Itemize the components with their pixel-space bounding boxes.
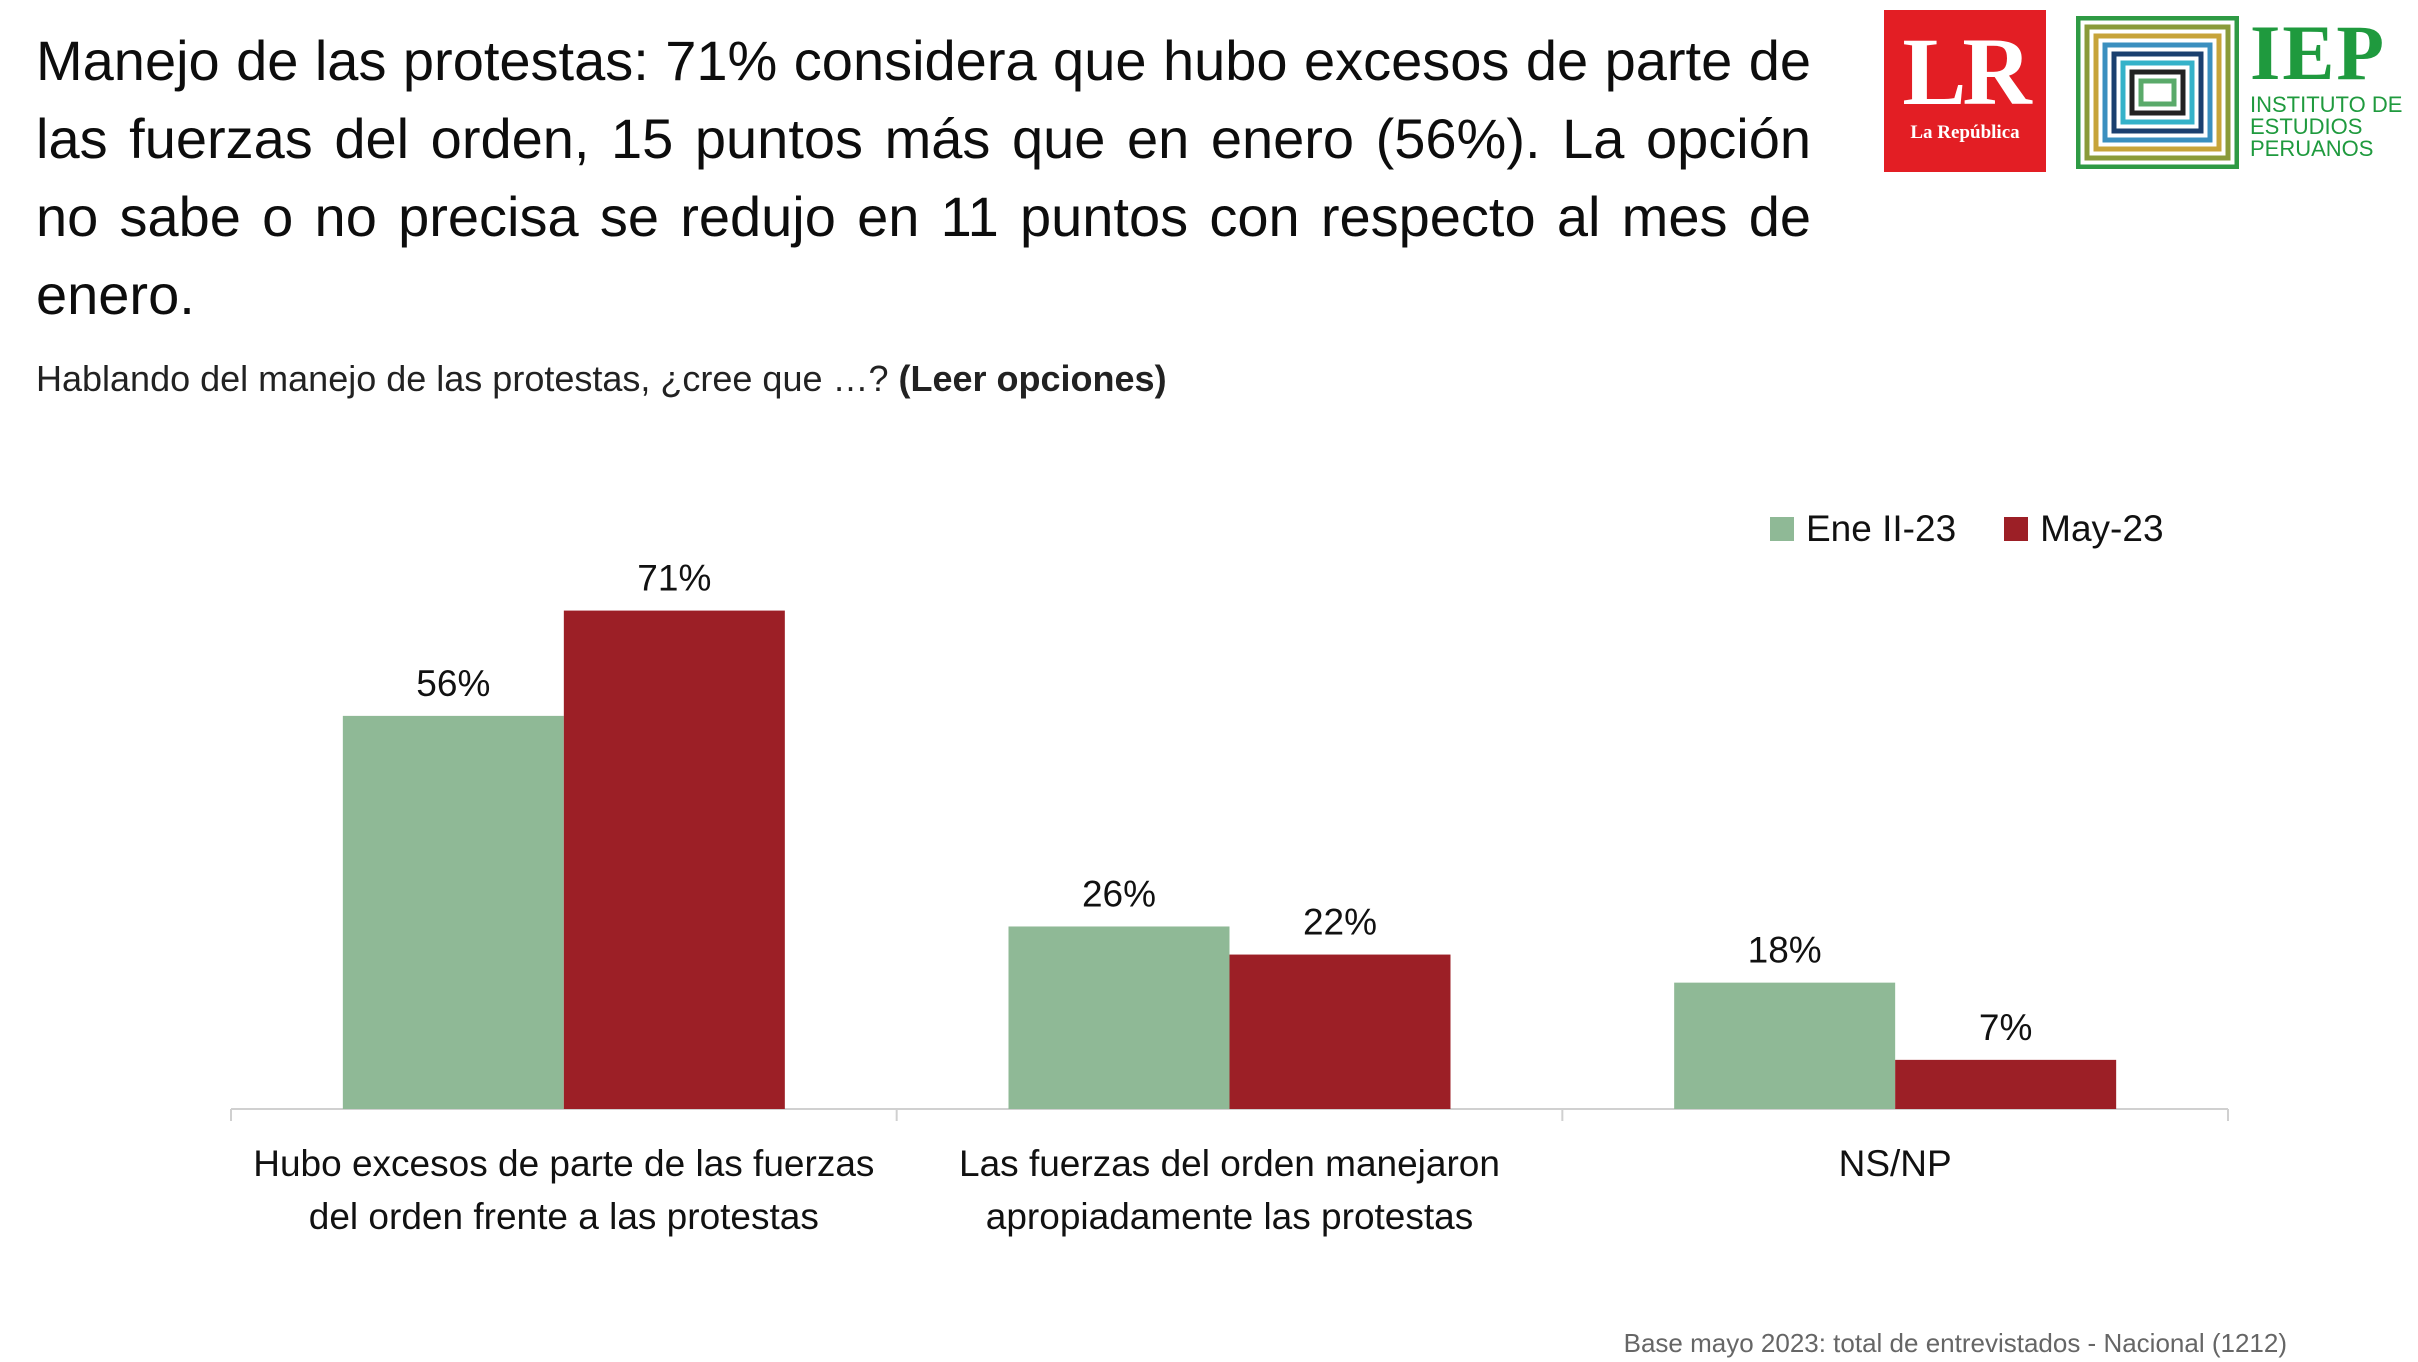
bar-may-1	[1229, 954, 1451, 1109]
data-label-may-2: 7%	[1979, 1007, 2032, 1048]
la-republica-logo-mark: LR	[1902, 18, 2031, 125]
bar-ene-2	[1674, 982, 1896, 1109]
legend-label-ene: Ene II-23	[1806, 508, 1957, 549]
iep-logo-icon	[2076, 16, 2239, 169]
data-label-may-0: 71%	[637, 558, 711, 599]
la-republica-logo-name: La República	[1910, 122, 2020, 143]
data-label-ene-0: 56%	[416, 663, 490, 704]
subtitle-question: Hablando del manejo de las protestas, ¿c…	[36, 358, 899, 399]
la-republica-logo: LR La República	[1884, 10, 2046, 172]
iep-logo-text: IEP INSTITUTO DE ESTUDIOS PERUANOS	[2250, 12, 2402, 160]
bar-ene-0	[342, 715, 564, 1109]
footer-note: Base mayo 2023: total de entrevistados -…	[1623, 1328, 2287, 1358]
legend-swatch-may	[2004, 517, 2029, 541]
chart-legend: Ene II-23 May-23	[1770, 508, 2164, 550]
legend-item-ene: Ene II-23	[1770, 508, 1956, 550]
iep-name-line-2: ESTUDIOS	[2250, 114, 2363, 139]
iep-name-line-3: PERUANOS	[2250, 136, 2374, 161]
legend-label-may: May-23	[2040, 508, 2164, 549]
data-label-may-1: 22%	[1303, 902, 1377, 943]
category-label-0-line-1: del orden frente a las protestas	[309, 1196, 819, 1237]
iep-acronym: IEP	[2250, 9, 2387, 96]
headline: Manejo de las protestas: 71% considera q…	[36, 29, 1811, 326]
subtitle: Hablando del manejo de las protestas, ¿c…	[36, 358, 1167, 400]
legend-swatch-ene	[1770, 517, 1794, 541]
bar-may-2	[1895, 1059, 2117, 1109]
data-label-ene-1: 26%	[1082, 873, 1156, 914]
category-label-1-line-0: Las fuerzas del orden manejaron	[959, 1143, 1500, 1184]
category-label-0-line-0: Hubo excesos de parte de las fuerzas	[253, 1143, 874, 1184]
category-label-2-line-0: NS/NP	[1839, 1143, 1952, 1184]
data-label-ene-2: 18%	[1748, 930, 1822, 971]
bar-ene-1	[1008, 926, 1230, 1109]
category-label-1-line-1: apropiadamente las protestas	[986, 1196, 1473, 1237]
bar-may-0	[563, 610, 785, 1109]
legend-item-may: May-23	[2004, 508, 2164, 550]
subtitle-instruction: (Leer opciones)	[898, 358, 1167, 399]
iep-name-line-1: INSTITUTO DE	[2250, 92, 2403, 117]
